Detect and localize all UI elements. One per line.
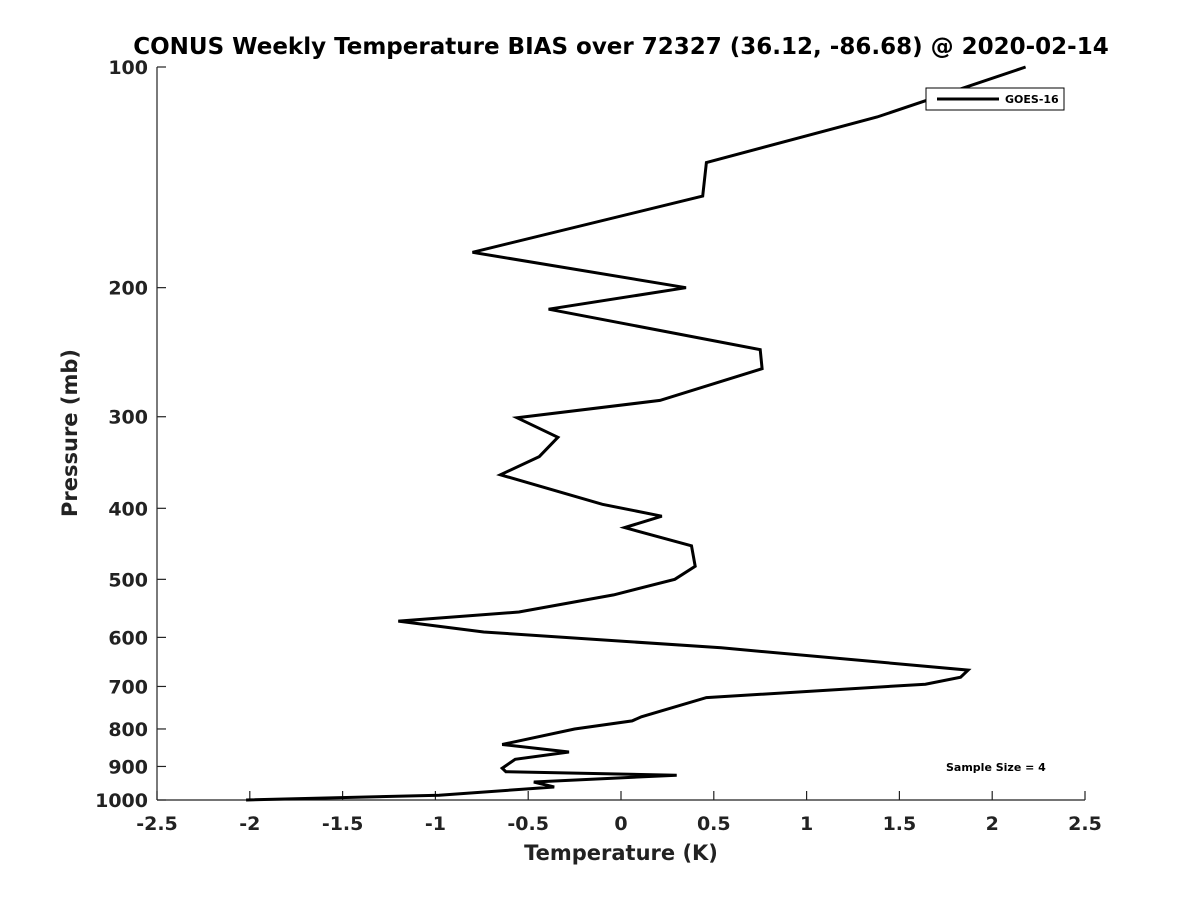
x-axis-ticks: -2.5 -2 -1.5 -1 -0.5 0 0.5 1 1.5 2 2.5	[136, 791, 1102, 835]
x-tick-label: 0.5	[697, 813, 731, 835]
x-tick-label: -1	[425, 813, 446, 835]
chart-title: CONUS Weekly Temperature BIAS over 72327…	[133, 34, 1108, 60]
y-tick-label: 600	[108, 627, 148, 649]
sample-size-note: Sample Size = 4	[946, 761, 1046, 774]
x-tick-label: -1.5	[322, 813, 364, 835]
y-tick-label: 300	[108, 407, 148, 429]
x-tick-label: -2	[239, 813, 260, 835]
series-line-goes-16	[246, 65, 1027, 802]
legend-label-goes-16: GOES-16	[1005, 93, 1059, 106]
plot-area	[157, 67, 1085, 800]
y-tick-label: 900	[108, 756, 148, 778]
x-tick-label: -0.5	[507, 813, 549, 835]
series-layer	[246, 65, 1027, 802]
y-axis-ticks: 100 200 300 400 500 600 700 800 900 1000	[95, 57, 166, 812]
x-tick-label: 0	[614, 813, 627, 835]
y-tick-label: 500	[108, 569, 148, 591]
x-tick-label: -2.5	[136, 813, 178, 835]
y-tick-label: 1000	[95, 790, 148, 812]
y-axis-label: Pressure (mb)	[58, 349, 82, 517]
y-tick-label: 400	[108, 498, 148, 520]
y-tick-label: 100	[108, 57, 148, 79]
x-axis-label: Temperature (K)	[524, 841, 718, 865]
y-tick-label: 800	[108, 719, 148, 741]
x-tick-label: 1.5	[883, 813, 917, 835]
x-tick-label: 2.5	[1068, 813, 1102, 835]
x-tick-label: 2	[986, 813, 999, 835]
y-tick-label: 700	[108, 676, 148, 698]
legend: GOES-16	[925, 87, 1065, 111]
x-tick-label: 1	[800, 813, 813, 835]
y-tick-label: 200	[108, 278, 148, 300]
